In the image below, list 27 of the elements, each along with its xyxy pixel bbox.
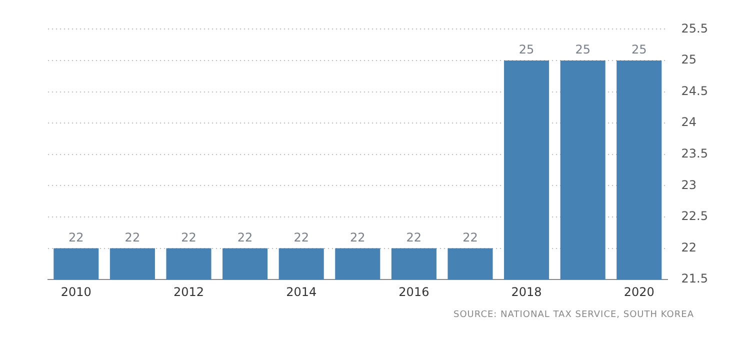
source-note: SOURCE: NATIONAL TAX SERVICE, SOUTH KOREA [452, 310, 695, 320]
x-tick-label: 2014 [286, 284, 317, 299]
data-label: 22 [124, 230, 140, 244]
x-tick-label: 2010 [60, 284, 92, 299]
y-tick-label: 23 [681, 178, 697, 192]
data-label: 22 [181, 230, 196, 244]
x-tick-label: 2018 [511, 284, 542, 299]
data-label: 25 [631, 42, 647, 57]
data-label: 22 [68, 230, 84, 244]
data-label: 25 [575, 42, 590, 57]
y-tick-label: 22 [681, 240, 697, 254]
y-tick-label: 21.5 [681, 272, 708, 286]
x-tick-label: 2012 [173, 284, 204, 299]
data-label: 22 [237, 230, 253, 244]
data-label: 22 [294, 230, 309, 244]
y-tick-label: 25.5 [681, 21, 708, 36]
y-tick-label: 23.5 [681, 146, 708, 161]
data-label: 22 [462, 230, 478, 244]
y-tick-label: 25 [681, 52, 697, 67]
data-label: 22 [350, 230, 366, 244]
y-tick-label: 24.5 [681, 84, 708, 98]
data-label: 25 [518, 42, 534, 57]
y-tick-label: 24 [681, 115, 697, 130]
data-label: 22 [406, 230, 422, 244]
x-tick-label: 2020 [624, 284, 654, 299]
x-tick-label: 2016 [398, 284, 430, 299]
y-tick-label: 22.5 [681, 209, 708, 224]
